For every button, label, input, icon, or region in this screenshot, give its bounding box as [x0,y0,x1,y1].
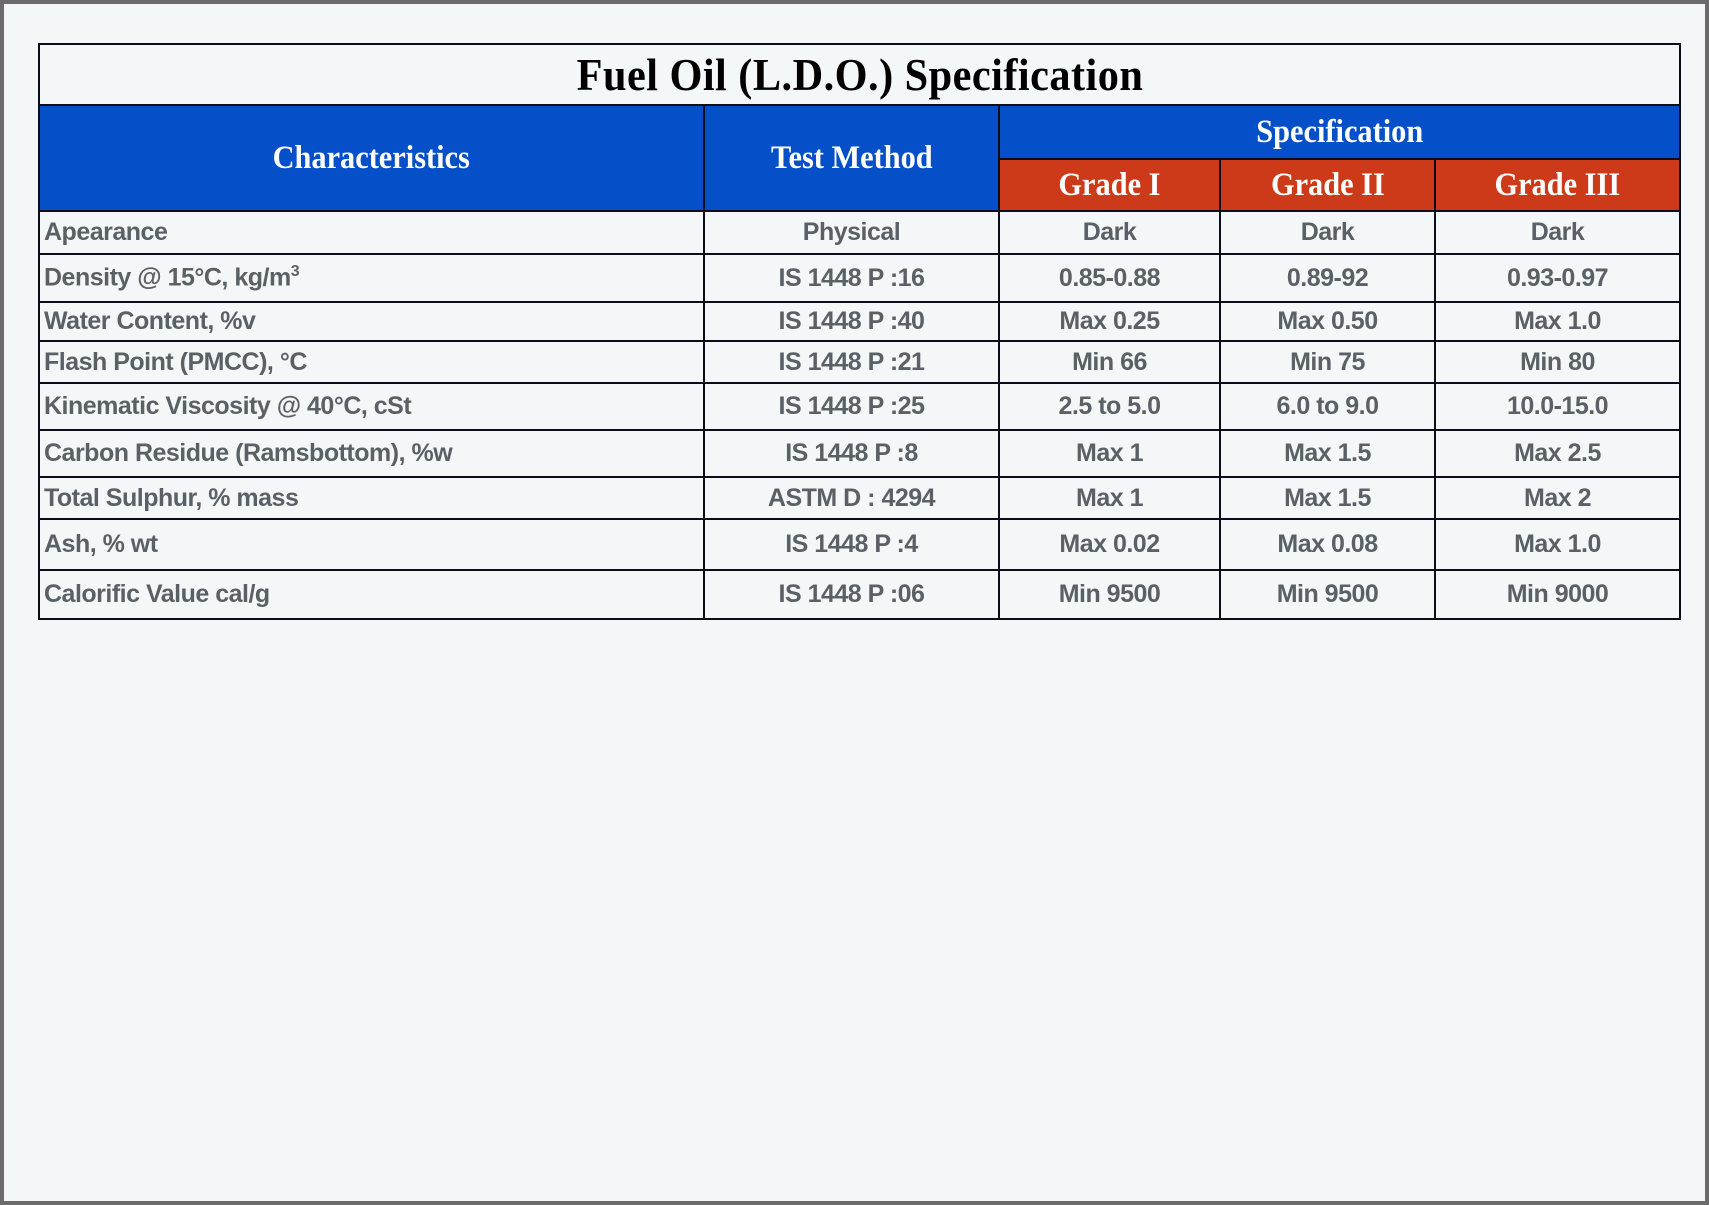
header-label: Grade II [1270,166,1385,203]
table-row: Calorific Value cal/g IS 1448 P :06 Min 95… [38,569,1682,620]
g1-cell: Min 9500 [998,569,1221,620]
g3-cell: Dark [1433,210,1682,255]
characteristic-cell: Density @ 15°C, kg/m3 [38,253,705,303]
g1-cell: Max 0.02 [998,518,1221,571]
table-row: Ash, % wt IS 1448 P :4 Max 0.02 Max 0.08 Max… [38,518,1682,571]
characteristic-cell: Ash, % wt [38,518,705,571]
g3-cell: 0.93-0.97 [1433,253,1682,303]
g3-cell: Max 2.5 [1433,429,1682,478]
header-label: Specification [1256,113,1423,150]
g3-cell: 10.0-15.0 [1433,382,1682,431]
header-label: Grade III [1494,166,1621,203]
characteristic-cell: Water Content, %v [38,301,705,342]
method-cell: IS 1448 P :25 [703,382,1000,431]
table-row: Flash Point (PMCC), °C IS 1448 P :21 Min 6… [38,340,1682,384]
table-row: Density @ 15°C, kg/m3 IS 1448 P :16 0.85-0… [38,253,1682,303]
table-row: Carbon Residue (Ramsbottom), %w IS 1448 P… [38,429,1682,478]
method-cell: IS 1448 P :16 [703,253,1000,303]
superscript: 3 [290,263,300,281]
method-cell: IS 1448 P :21 [703,340,1000,384]
characteristic-text: Ash, % wt [44,530,158,558]
g1-cell: Max 1 [998,476,1221,520]
characteristic-text: Apearance [44,218,168,246]
g2-cell: Max 1.5 [1219,429,1436,478]
g3-cell: Min 9000 [1433,569,1682,620]
g3-cell: Max 1.0 [1433,518,1682,571]
characteristic-text: Total Sulphur, % mass [44,483,299,512]
characteristic-text: Water Content, %v [44,307,256,335]
g1-cell: 0.85-0.88 [998,253,1221,303]
table-row: Kinematic Viscosity @ 40°C, cSt IS 1448 P… [38,382,1682,431]
g1-cell: 2.5 to 5.0 [998,382,1221,431]
characteristic-text: Carbon Residue (Ramsbottom), %w [44,439,453,467]
table-title: Fuel Oil (L.D.O.) Specification [37,43,1682,106]
characteristic-cell: Kinematic Viscosity @ 40°C, cSt [38,382,705,431]
method-cell: IS 1448 P :8 [703,429,1000,478]
characteristic-text: Flash Point (PMCC), °C [44,347,307,376]
method-cell: Physical [703,210,1000,255]
title-text: Fuel Oil (L.D.O.) Specification [576,49,1143,100]
g1-cell: Max 0.25 [998,301,1221,342]
characteristic-text: Kinematic Viscosity @ 40°C, cSt [44,392,412,420]
spec-table: Fuel Oil (L.D.O.) Specification Characte… [37,43,1682,620]
header-grade-2: Grade II [1219,158,1436,212]
header-grade-1: Grade I [998,158,1221,212]
g2-cell: Max 0.50 [1219,301,1436,342]
header-characteristics: Characteristics [38,104,705,212]
g3-cell: Max 1.0 [1433,301,1682,342]
header-test-method: Test Method [703,104,1000,212]
characteristic-cell: Carbon Residue (Ramsbottom), %w [38,429,705,478]
g1-cell: Max 1 [998,429,1221,478]
g2-cell: 6.0 to 9.0 [1219,382,1436,431]
g2-cell: Min 9500 [1219,569,1436,620]
g2-cell: Dark [1219,210,1436,255]
characteristic-text: Calorific Value cal/g [44,580,270,608]
header-label: Characteristics [272,139,471,176]
method-cell: IS 1448 P :4 [703,518,1000,571]
characteristic-text: Density @ 15°C, kg/m [44,263,291,292]
header-label: Grade I [1058,166,1161,203]
method-cell: IS 1448 P :40 [703,301,1000,342]
characteristic-cell: Total Sulphur, % mass [38,476,705,520]
g3-cell: Max 2 [1433,476,1682,520]
g3-cell: Min 80 [1433,340,1682,384]
method-cell: ASTM D : 4294 [703,476,1000,520]
g1-cell: Min 66 [998,340,1221,384]
characteristic-cell: Flash Point (PMCC), °C [38,340,705,384]
header-specification: Specification [997,104,1682,160]
table-row: Water Content, %v IS 1448 P :40 Max 0.25 Ma… [38,301,1682,342]
g1-cell: Dark [998,210,1221,255]
header-label: Test Method [770,139,933,176]
g2-cell: Max 1.5 [1219,476,1436,520]
g2-cell: Max 0.08 [1219,518,1436,571]
g2-cell: Min 75 [1219,340,1436,384]
g2-cell: 0.89-92 [1219,253,1436,303]
header-grade-3: Grade III [1433,158,1682,212]
characteristic-cell: Apearance [38,210,705,255]
table-row: Apearance Physical Dark Dark Dark [38,210,1682,255]
characteristic-cell: Calorific Value cal/g [38,569,705,620]
method-cell: IS 1448 P :06 [703,569,1000,620]
